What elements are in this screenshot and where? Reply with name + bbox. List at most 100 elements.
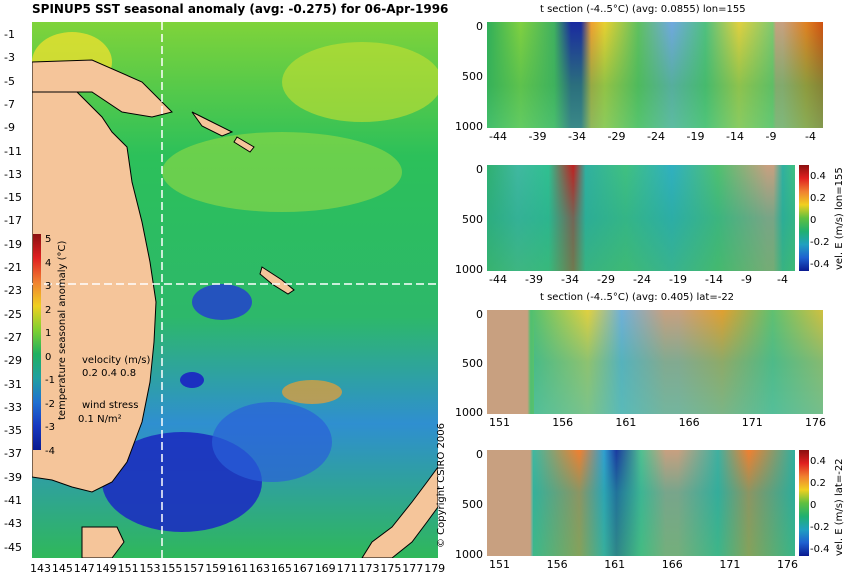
map-y-tick: -19 <box>4 237 22 251</box>
vel-colorbar-tick: 0.4 <box>810 456 826 467</box>
section-x-tick: -29 <box>597 273 615 286</box>
map-x-tick: 155 <box>161 562 183 575</box>
section-x-tick: 176 <box>805 416 826 429</box>
map-y-tick: -27 <box>4 330 22 344</box>
map-y-tick: -17 <box>4 214 22 228</box>
section-x-tick: 166 <box>661 558 683 571</box>
vel-lat-colorbar <box>799 450 809 556</box>
map-y-tick: -15 <box>4 191 22 205</box>
section-y-tick: 500 <box>462 357 483 370</box>
section-x-tick: 161 <box>615 416 637 429</box>
velocity-legend-label: velocity (m/s) <box>82 355 151 366</box>
map-x-tick: 165 <box>270 562 292 575</box>
map-title: SPINUP5 SST seasonal anomaly (avg: -0.27… <box>32 2 449 16</box>
new-caledonia-land <box>259 266 295 295</box>
map-colorbar-tick: 4 <box>45 257 52 269</box>
map-x-tick: 179 <box>424 562 446 575</box>
section-x-tick: -14 <box>726 130 744 143</box>
section-x-tick: -34 <box>568 130 586 143</box>
section-title-lon: t section (-4..5°C) (avg: 0.0855) lon=15… <box>540 4 746 15</box>
section-x-tick: -34 <box>561 273 579 286</box>
map-y-tick: -21 <box>4 261 22 274</box>
solomon-islands-land <box>191 111 234 137</box>
map-x-tick: 157 <box>183 562 205 575</box>
section-x-tick: 166 <box>678 416 700 429</box>
section-y-tick: 0 <box>476 448 483 461</box>
map-y-tick: -1 <box>4 28 15 41</box>
map-y-tick: -5 <box>4 74 15 88</box>
section-x-tick: 156 <box>546 558 568 571</box>
t-section-lat-plot <box>487 310 823 414</box>
map-x-tick: 171 <box>336 562 358 575</box>
map-colorbar-tick: 2 <box>45 304 52 316</box>
vel-colorbar-tick: 0.2 <box>810 478 826 489</box>
wind-legend-label: wind stress <box>82 400 139 411</box>
map-x-tick: 175 <box>380 562 402 575</box>
map-x-tick: 167 <box>292 562 314 575</box>
section-y-tick: 500 <box>462 213 483 226</box>
warm-anomaly <box>282 42 438 122</box>
map-y-tick: -45 <box>4 540 22 554</box>
map-y-tick: -43 <box>4 517 22 531</box>
map-y-tick: -25 <box>4 307 22 321</box>
map-x-tick: 177 <box>402 562 424 575</box>
new-zealand-land <box>361 466 438 558</box>
map-x-tick: 163 <box>249 562 270 575</box>
section-x-tick: -29 <box>607 130 626 143</box>
map-y-tick: -33 <box>4 400 22 414</box>
section-x-tick: -19 <box>686 130 705 143</box>
map-colorbar-tick: -1 <box>45 375 55 386</box>
section-x-tick: -9 <box>765 130 777 143</box>
map-colorbar-tick: -4 <box>45 445 55 457</box>
section-x-tick: -4 <box>777 273 788 286</box>
map-colorbar-tick: -3 <box>45 422 55 433</box>
section-x-tick: 156 <box>552 416 574 429</box>
map-x-tick: 151 <box>117 562 139 575</box>
map-colorbar-label: temperature seasonal anomaly (°C) <box>57 240 68 420</box>
section-x-tick: -9 <box>741 273 752 286</box>
vel-colorbar-tick: -0.2 <box>810 237 830 248</box>
map-y-tick: -35 <box>4 424 22 438</box>
cold-eddy <box>192 284 252 320</box>
map-x-tick: 147 <box>73 562 95 575</box>
vel-colorbar-tick: -0.2 <box>810 522 830 533</box>
cold-anomaly <box>212 402 332 482</box>
vel-section-lat-plot <box>487 450 795 556</box>
section-x-tick: 161 <box>604 558 626 571</box>
map-y-tick: -3 <box>4 51 15 65</box>
velocity-legend-scale: 0.2 0.4 0.8 <box>82 368 137 379</box>
map-y-tick: -7 <box>4 97 15 111</box>
map-x-tick: 159 <box>205 562 227 575</box>
vel-colorbar-tick: 0 <box>810 500 817 511</box>
sst-map-svg <box>32 22 438 558</box>
map-x-tick: 161 <box>227 562 249 575</box>
new-guinea-land <box>32 59 173 118</box>
copyright-text: © Copyright CSIRO 2006 <box>436 423 447 548</box>
section-x-tick: -44 <box>489 130 507 143</box>
section-x-tick: -44 <box>489 273 507 286</box>
wind-legend-scale: 0.1 N/m² <box>78 414 122 425</box>
section-y-tick: 0 <box>476 20 483 33</box>
cold-eddy <box>180 372 204 388</box>
map-x-tick: 145 <box>51 562 73 575</box>
section-x-tick: 151 <box>489 416 510 429</box>
section-y-tick: 500 <box>462 70 483 83</box>
warm-eddy <box>282 380 342 404</box>
map-y-tick: -41 <box>4 494 22 507</box>
section-y-tick: 1000 <box>455 263 483 276</box>
solomon-islands-land <box>233 136 255 153</box>
section-x-tick: 171 <box>719 558 741 571</box>
section-x-tick: 176 <box>777 558 798 571</box>
section-x-tick: -24 <box>633 273 651 286</box>
map-y-tick: -13 <box>4 167 22 181</box>
section-x-tick: -19 <box>669 273 687 286</box>
map-y-tick: -11 <box>4 144 22 158</box>
vel-colorbar-tick: 0.2 <box>810 193 826 204</box>
map-colorbar-tick: 5 <box>45 234 52 245</box>
section-x-tick: -39 <box>528 130 547 143</box>
map-colorbar-tick: 0 <box>45 351 52 363</box>
section-x-tick: -4 <box>805 130 816 143</box>
warm-anomaly <box>162 132 402 212</box>
map-y-tick: -29 <box>4 354 22 368</box>
map-x-tick: 143 <box>30 562 51 575</box>
